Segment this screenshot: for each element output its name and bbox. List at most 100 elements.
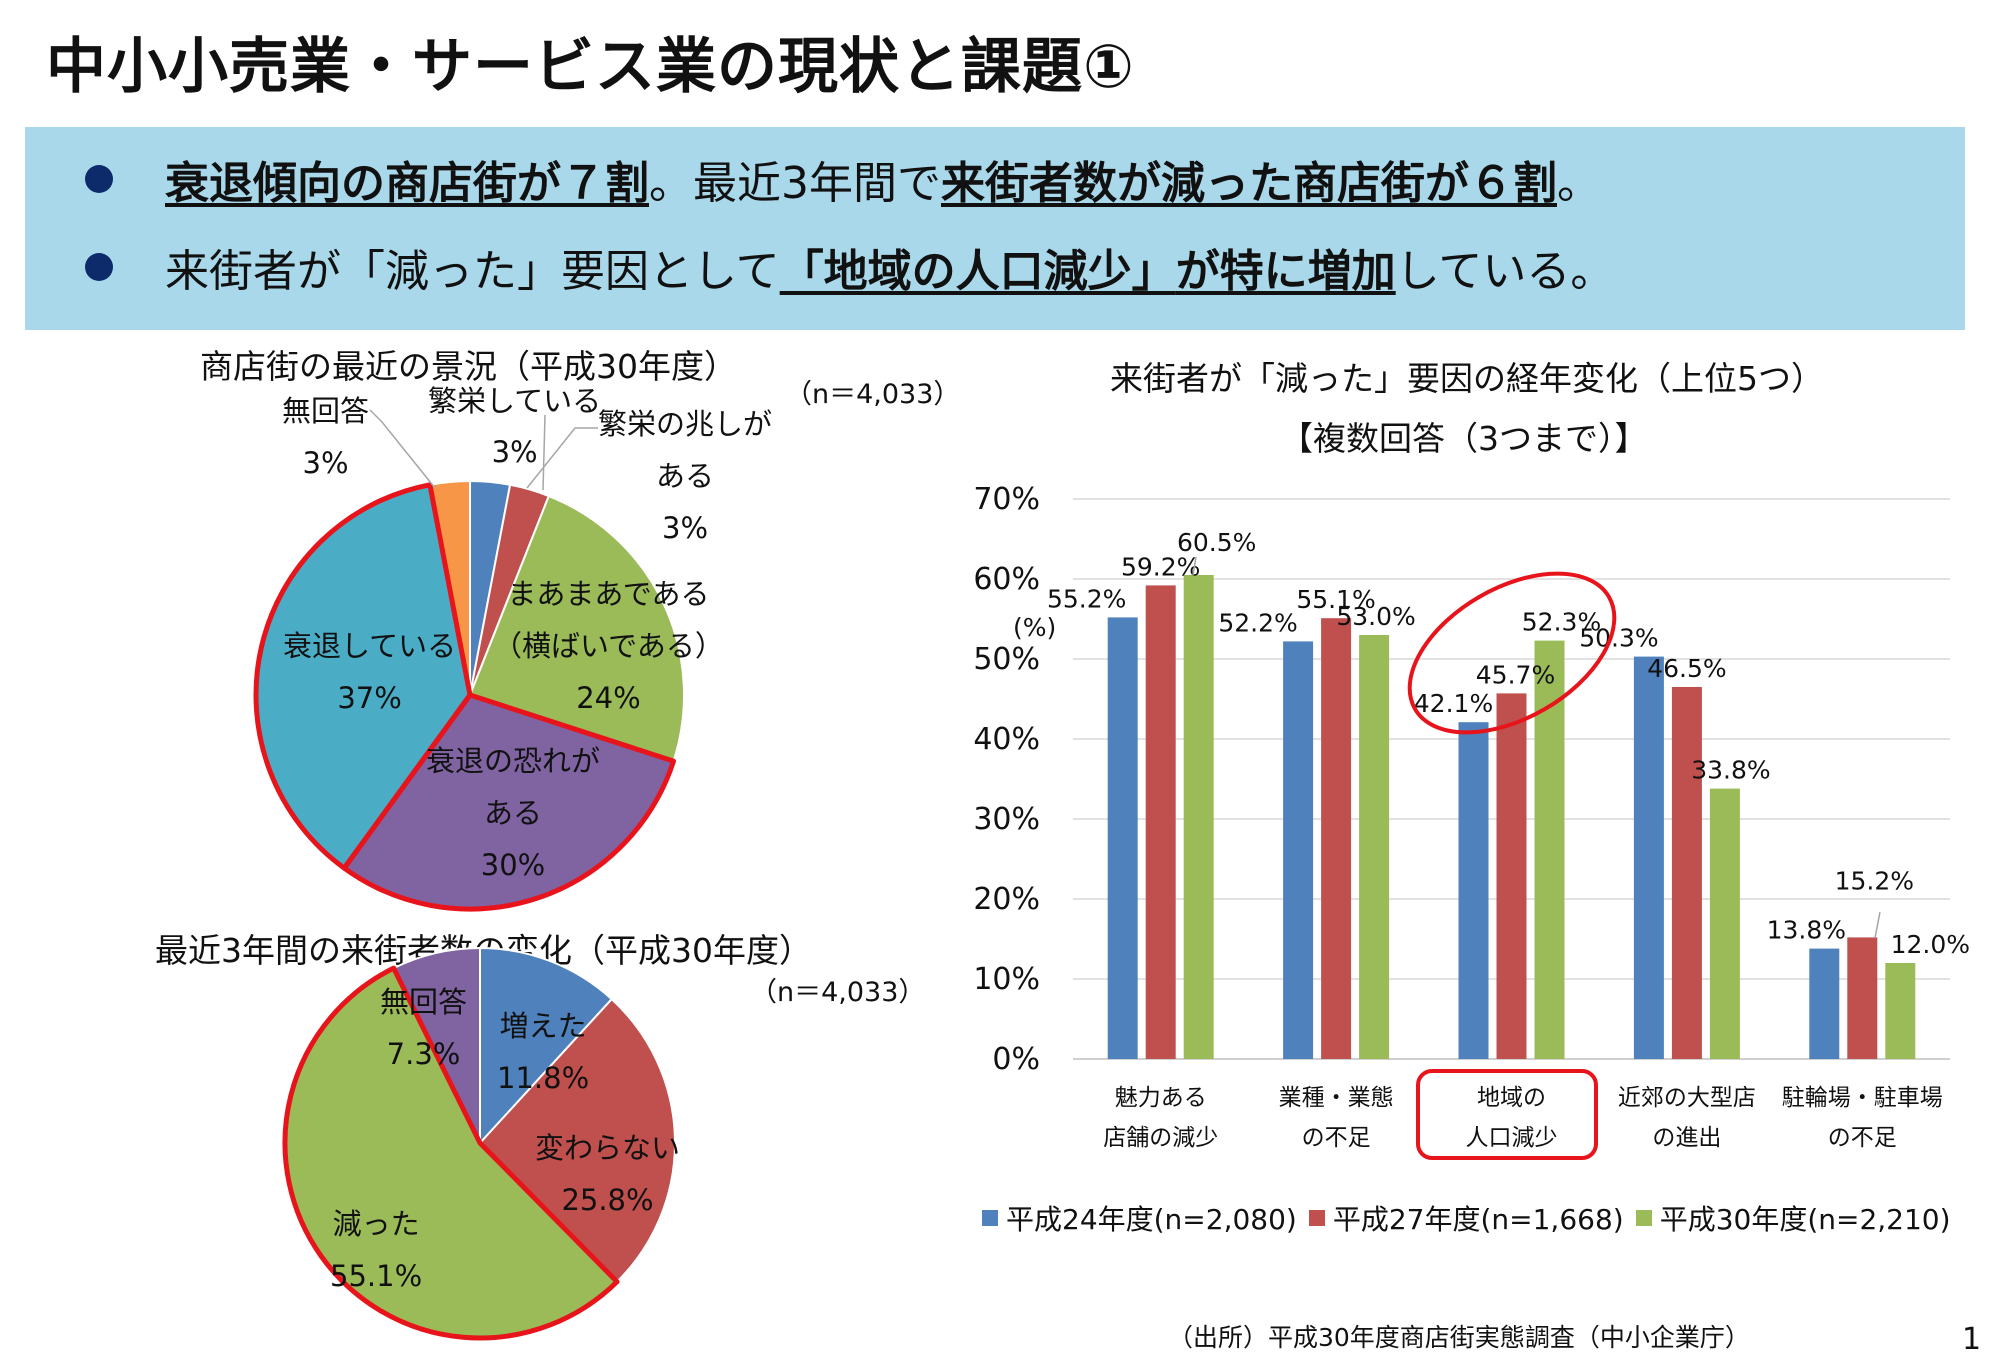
- summary-text: 。: [1557, 158, 1601, 209]
- summary-text: 来街者が「減った」要因として: [165, 246, 780, 297]
- bar-1-3: [1671, 687, 1702, 1059]
- bar-value-label: 33.8%: [1691, 756, 1770, 785]
- page-number: 1: [1962, 1322, 1982, 1357]
- bar-0-1: [1283, 641, 1314, 1059]
- pie2-label-slice-2: 減った 55.1%: [330, 1207, 423, 1293]
- bar-category-label: の不足: [1302, 1125, 1371, 1151]
- bar-2-0: [1183, 575, 1214, 1059]
- bar-1-4: [1847, 937, 1878, 1059]
- bullet-dot-icon: [85, 165, 113, 193]
- pie2-label-slice-1: 変わらない 25.8%: [535, 1131, 681, 1217]
- bar-value-label: 60.5%: [1177, 528, 1256, 557]
- bar-value-label: 55.2%: [1047, 584, 1126, 613]
- bar-value-label: 59.2%: [1121, 552, 1200, 581]
- summary-text: している。: [1395, 246, 1615, 297]
- bar-value-label: 52.3%: [1522, 608, 1601, 637]
- bar-category-label: 近郊の大型店: [1618, 1085, 1756, 1111]
- bar-category-label: 業種・業態: [1279, 1085, 1394, 1111]
- legend-swatch-green: [1635, 1210, 1652, 1226]
- bar-value-label: 45.7%: [1476, 660, 1555, 689]
- source-note: （出所）平成30年度商店街実態調査（中小企業庁）: [1168, 1323, 1750, 1352]
- bar-y-tick-label: 10%: [973, 962, 1040, 997]
- bar-2-1: [1359, 635, 1390, 1059]
- pie2-label-slice-3: 無回答 7.3%: [380, 985, 468, 1071]
- pie1-n-label: （n＝4,033）: [785, 379, 961, 410]
- bar-0-2: [1458, 722, 1489, 1059]
- bar-value-label: 55.1%: [1296, 585, 1375, 614]
- pie1-title: 商店街の最近の景況（平成30年度）: [200, 347, 737, 386]
- bar-y-tick-label: 70%: [973, 482, 1040, 517]
- summary-text: 。最近3年間で: [649, 158, 941, 209]
- pie2-highlight-outline: [282, 965, 620, 1341]
- bar-value-label: 12.0%: [1891, 930, 1970, 959]
- pie1-highlight-outline: [341, 692, 677, 912]
- pie1-label-slice-4: 衰退している 37%: [283, 629, 457, 715]
- highlight-ellipse: [1407, 571, 1617, 735]
- bar-category-label: 人口減少: [1466, 1125, 1558, 1151]
- summary-box: 衰退傾向の商店街が７割 。最近3年間で 来街者数が減った商店街が６割 。 来街者…: [25, 127, 1965, 330]
- bar-value-label: 13.8%: [1767, 916, 1846, 945]
- bar-chart-title: 来街者が「減った」要因の経年変化（上位5つ）: [1110, 359, 1824, 398]
- bar-value-label: 15.2%: [1835, 866, 1914, 895]
- legend-item: 平成30年度(n=2,210): [1635, 1198, 1951, 1238]
- slide-title: 中小小売業・サービス業の現状と課題①: [46, 32, 1135, 102]
- summary-emphasis: 「地域の人口減少」: [779, 246, 1176, 297]
- bar-0-4: [1809, 948, 1840, 1059]
- pie1-label-slice-3: 衰退の恐れが ある 30%: [426, 744, 601, 882]
- bar-y-tick-label: 50%: [973, 642, 1040, 677]
- bar-chart-subtitle: 【複数回答（3つまで）】: [1280, 419, 1648, 458]
- pie1-leader-line: [369, 409, 436, 489]
- legend-item: 平成27年度(n=1,668): [1308, 1198, 1624, 1238]
- bar-0-0: [1107, 617, 1138, 1059]
- pie1-highlight-outline: [253, 482, 473, 871]
- bar-1-2: [1496, 693, 1527, 1059]
- pie2-slice-1: [478, 997, 676, 1284]
- bar-value-label: 53.0%: [1336, 602, 1415, 631]
- bar-leader-line: [1874, 911, 1881, 939]
- bar-value-label: 42.1%: [1414, 689, 1493, 718]
- bar-y-tick-label: 0%: [992, 1042, 1040, 1077]
- bar-value-label: 50.3%: [1579, 624, 1658, 653]
- pie1-label-slice-5: 無回答 3%: [282, 394, 370, 480]
- summary-bullet-1: 衰退傾向の商店街が７割 。最近3年間で 来街者数が減った商店街が６割 。: [85, 144, 1601, 214]
- bar-2-4: [1885, 963, 1916, 1059]
- bar-category-label: 魅力ある: [1115, 1085, 1207, 1111]
- bar-value-label: 46.5%: [1647, 654, 1726, 683]
- bar-value-label: 52.2%: [1218, 608, 1297, 637]
- bar-legend: 平成24年度(n=2,080) 平成27年度(n=1,668) 平成30年度(n…: [982, 1198, 1963, 1238]
- bar-category-label: 駐輪場・駐車場: [1782, 1085, 1943, 1111]
- bar-category-label: の不足: [1828, 1125, 1897, 1151]
- pie1-label-slice-1: 繁栄の兆しが ある 3%: [598, 407, 773, 545]
- pie1-label-slice-2: まあまあである （横ばいである） 24%: [493, 577, 724, 715]
- bar-y-axis-label: (%): [1013, 613, 1056, 642]
- bar-category-label: の進出: [1652, 1125, 1721, 1151]
- bar-2-3: [1709, 788, 1740, 1059]
- pie1-slice-2: [468, 494, 685, 763]
- bar-y-tick-label: 20%: [973, 882, 1040, 917]
- bar-1-0: [1145, 585, 1176, 1059]
- bar-y-tick-label: 40%: [973, 722, 1040, 757]
- pie2-label-slice-0: 増えた 11.8%: [497, 1009, 590, 1095]
- legend-swatch-blue: [982, 1210, 998, 1226]
- pie1-label-slice-0: 繁栄している 3%: [428, 384, 602, 469]
- summary-emphasis: が特に増加: [1175, 246, 1396, 297]
- bar-category-label: 店舗の減少: [1103, 1125, 1218, 1151]
- bar-y-tick-label: 30%: [973, 802, 1040, 837]
- pie2-n-label: （n＝4,033）: [750, 977, 926, 1008]
- summary-emphasis: 来街者数が減った商店街が６割: [941, 158, 1557, 209]
- summary-emphasis: 衰退傾向の商店街が７割: [165, 158, 649, 209]
- bar-0-3: [1633, 656, 1664, 1059]
- pie1-leader-line: [542, 414, 546, 491]
- legend-swatch-red: [1308, 1210, 1325, 1226]
- legend-item: 平成24年度(n=2,080): [982, 1198, 1297, 1238]
- bar-y-tick-label: 60%: [973, 562, 1040, 597]
- bar-category-label: 地域の: [1477, 1085, 1546, 1111]
- pie2-slice-0: [479, 946, 614, 1146]
- summary-bullet-2: 来街者が「減った」要因として 「地域の人口減少」 が特に増加 している。: [85, 232, 1614, 302]
- bullet-dot-icon: [85, 253, 113, 281]
- bar-leader-line: [1192, 556, 1197, 576]
- bar-2-2: [1534, 640, 1565, 1059]
